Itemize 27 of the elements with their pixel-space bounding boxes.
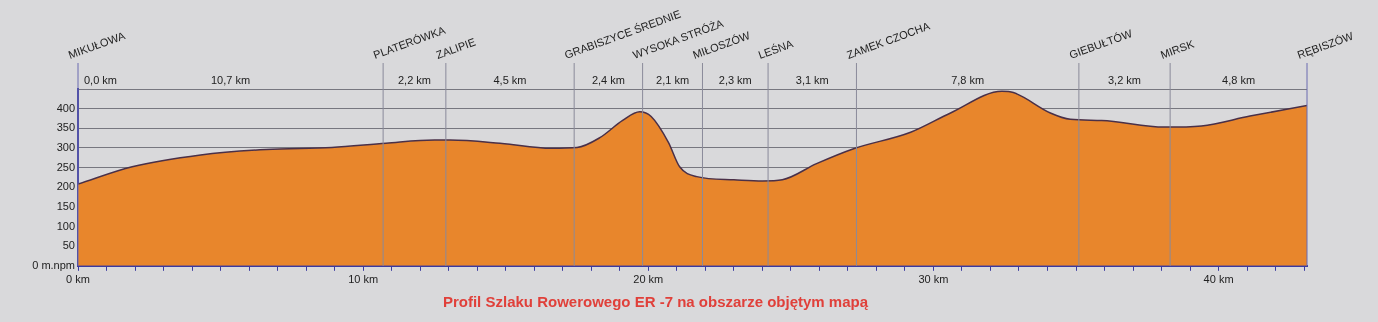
- x-tick-label: 30 km: [918, 273, 949, 286]
- ref-line-label: LEŚNA: [756, 37, 796, 61]
- text: 3,2 km: [1108, 73, 1142, 86]
- y-tick-label: 250: [56, 160, 75, 173]
- text: 2,3 km: [718, 73, 752, 86]
- text: 2,1 km: [656, 73, 690, 86]
- text: 10,7 km: [210, 73, 251, 86]
- x-tick-label: 20 km: [633, 273, 664, 286]
- text: Profil Szlaku Rowerowego ER -7 na obszarze objętym mapą: [442, 293, 869, 311]
- text: 7,8 km: [951, 73, 985, 86]
- y-tick-label: 350: [56, 121, 75, 134]
- y-tick-label: 150: [56, 199, 75, 212]
- x-tick-label: 0 km: [66, 273, 90, 286]
- x-tick-label: 10 km: [348, 273, 379, 286]
- text: 0,0 km: [84, 73, 118, 86]
- y-tick-label: 100: [56, 219, 75, 232]
- text: 4,8 km: [1222, 73, 1256, 86]
- text: 3,1 km: [795, 73, 829, 86]
- text: 4,5 km: [493, 73, 527, 86]
- text: 2,4 km: [591, 73, 625, 86]
- y-tick-label: 0 m.npm: [32, 258, 75, 271]
- y-tick-label: 50: [62, 239, 75, 252]
- y-tick-label: 400: [56, 101, 75, 114]
- text: 2,2 km: [397, 73, 431, 86]
- y-tick-label: 300: [56, 140, 75, 153]
- y-tick-label: 200: [56, 180, 75, 193]
- x-tick-label: 40 km: [1203, 273, 1234, 286]
